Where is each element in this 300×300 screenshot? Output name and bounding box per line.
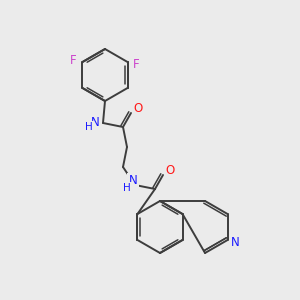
Text: F: F	[133, 58, 140, 70]
Text: O: O	[134, 103, 142, 116]
Text: H: H	[85, 122, 93, 132]
Text: N: N	[91, 116, 99, 128]
Text: O: O	[165, 164, 175, 178]
Text: F: F	[70, 53, 77, 67]
Text: H: H	[123, 183, 131, 193]
Text: N: N	[129, 175, 137, 188]
Text: N: N	[231, 236, 240, 250]
